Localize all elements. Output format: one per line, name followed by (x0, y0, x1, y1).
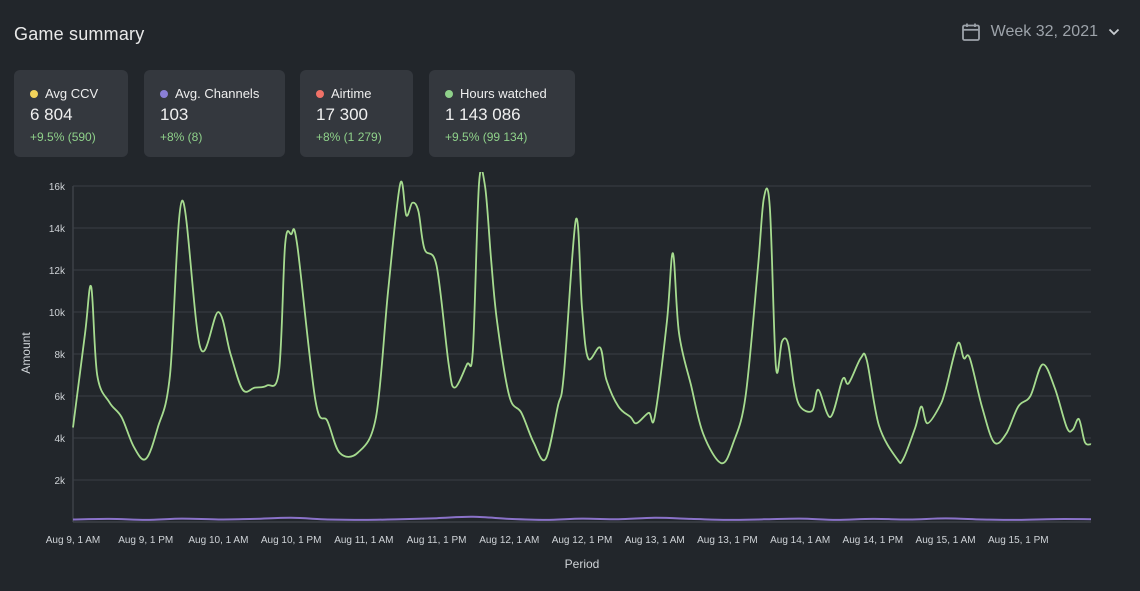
x-tick-label: Aug 14, 1 PM (843, 535, 904, 546)
card-avg-channels[interactable]: Avg. Channels 103 +8% (8) (144, 70, 285, 157)
card-delta: +8% (8) (160, 130, 203, 144)
page-title: Game summary (14, 24, 145, 44)
x-tick-label: Aug 10, 1 PM (261, 535, 322, 546)
card-value: 6 804 (30, 105, 73, 124)
x-tick-label: Aug 15, 1 PM (988, 535, 1049, 546)
y-tick-label: 4k (54, 434, 66, 445)
x-tick-label: Aug 10, 1 AM (188, 535, 248, 546)
card-value: 1 143 086 (445, 105, 521, 124)
series-line-avg-channels (72, 515, 1092, 521)
y-tick-label: 16k (49, 182, 66, 193)
chevron-down-icon (1108, 28, 1120, 36)
avg-ccv-dot (30, 89, 38, 98)
x-tick-label: Aug 13, 1 PM (697, 535, 758, 546)
card-delta: +9.5% (590) (30, 130, 96, 144)
x-tick-label: Aug 9, 1 AM (46, 535, 100, 546)
week-label: Week 32, 2021 (990, 23, 1098, 40)
x-tick-label: Aug 11, 1 AM (334, 535, 393, 546)
x-tick-labels: Aug 9, 1 AM Aug 9, 1 PM Aug 10, 1 AM Aug 10… (46, 535, 1049, 546)
card-hours-watched[interactable]: Hours watched 1 143 086 +9.5% (99 134) (429, 70, 575, 157)
card-delta: +9.5% (99 134) (445, 130, 528, 144)
airtime-dot (316, 89, 324, 98)
card-label: Hours watched (460, 86, 547, 101)
card-label: Airtime (331, 86, 372, 101)
x-tick-label: Aug 13, 1 AM (625, 535, 685, 546)
x-tick-label: Aug 9, 1 PM (118, 535, 173, 546)
calendar-icon (961, 22, 981, 42)
card-label: Avg. Channels (175, 86, 260, 101)
y-tick-labels: 2k 4k 6k 8k 10k 12k 14k 16k (49, 182, 66, 487)
x-tick-label: Aug 15, 1 AM (916, 535, 976, 546)
y-tick-label: 8k (54, 350, 66, 361)
week-selector[interactable]: Week 32, 2021 (961, 22, 1120, 42)
y-tick-label: 6k (54, 392, 66, 403)
card-label: Avg CCV (45, 86, 99, 101)
card-value: 103 (160, 105, 189, 124)
card-value: 17 300 (316, 105, 368, 124)
hours-watched-dot (445, 89, 453, 98)
card-airtime[interactable]: Airtime 17 300 +8% (1 279) (300, 70, 413, 157)
chart-series (72, 172, 1092, 521)
x-tick-label: Aug 14, 1 AM (770, 535, 830, 546)
y-axis-label: Amount (19, 332, 33, 374)
avg-channels-dot (160, 89, 168, 98)
card-avg-ccv[interactable]: Avg CCV 6 804 +9.5% (590) (14, 70, 128, 157)
card-delta: +8% (1 279) (316, 130, 382, 144)
y-tick-label: 2k (54, 476, 66, 487)
x-axis-label: Period (565, 557, 600, 571)
y-tick-label: 12k (49, 266, 66, 277)
x-tick-label: Aug 12, 1 AM (479, 535, 539, 546)
x-tick-label: Aug 11, 1 PM (407, 535, 467, 546)
y-tick-label: 14k (49, 224, 66, 235)
chart-grid (72, 185, 1091, 523)
series-line-hours-watched (72, 172, 1092, 465)
x-tick-label: Aug 12, 1 PM (552, 535, 613, 546)
y-tick-label: 10k (49, 308, 66, 319)
